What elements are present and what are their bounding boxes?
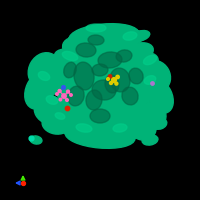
Ellipse shape — [129, 68, 143, 84]
Point — [66, 90, 70, 93]
Point — [112, 78, 116, 82]
Point — [69, 93, 73, 97]
Ellipse shape — [130, 53, 158, 75]
Ellipse shape — [141, 60, 171, 92]
Ellipse shape — [76, 29, 104, 39]
Ellipse shape — [50, 59, 70, 69]
Ellipse shape — [120, 119, 140, 129]
Point — [58, 89, 61, 93]
Ellipse shape — [25, 71, 55, 109]
Ellipse shape — [69, 24, 139, 48]
Ellipse shape — [96, 123, 124, 133]
Ellipse shape — [50, 46, 130, 106]
Point — [55, 92, 59, 96]
Ellipse shape — [63, 37, 97, 63]
Point — [106, 77, 110, 81]
Ellipse shape — [90, 109, 110, 123]
Point — [150, 81, 154, 85]
Point — [62, 94, 66, 98]
Ellipse shape — [64, 62, 76, 78]
Ellipse shape — [130, 31, 150, 41]
Ellipse shape — [55, 109, 85, 131]
Ellipse shape — [68, 58, 152, 122]
Ellipse shape — [55, 113, 65, 119]
Ellipse shape — [38, 72, 50, 80]
Ellipse shape — [52, 69, 88, 91]
Ellipse shape — [46, 96, 58, 104]
Ellipse shape — [138, 102, 166, 130]
Ellipse shape — [110, 68, 130, 92]
Ellipse shape — [147, 79, 173, 113]
Ellipse shape — [37, 74, 51, 86]
Ellipse shape — [76, 43, 96, 57]
Point — [59, 98, 62, 101]
Ellipse shape — [122, 87, 138, 105]
Ellipse shape — [68, 119, 92, 129]
Point — [65, 106, 69, 110]
Ellipse shape — [119, 43, 153, 65]
Ellipse shape — [129, 77, 151, 91]
Ellipse shape — [86, 24, 106, 32]
Ellipse shape — [49, 83, 71, 97]
Ellipse shape — [105, 30, 143, 50]
Ellipse shape — [102, 42, 138, 58]
Ellipse shape — [74, 62, 94, 90]
Point — [29, 136, 33, 140]
Ellipse shape — [143, 55, 157, 65]
Ellipse shape — [42, 114, 70, 134]
Ellipse shape — [68, 33, 124, 55]
Ellipse shape — [65, 124, 135, 148]
Point — [65, 98, 69, 102]
Ellipse shape — [30, 136, 42, 144]
Ellipse shape — [123, 32, 137, 40]
Ellipse shape — [129, 93, 151, 107]
Ellipse shape — [121, 110, 151, 130]
Point — [21, 181, 25, 185]
Ellipse shape — [55, 49, 145, 119]
Ellipse shape — [113, 124, 127, 132]
Ellipse shape — [109, 59, 151, 81]
Ellipse shape — [48, 98, 64, 110]
Ellipse shape — [55, 49, 97, 71]
Ellipse shape — [92, 64, 108, 76]
Ellipse shape — [95, 101, 137, 119]
Ellipse shape — [153, 119, 167, 129]
Point — [61, 85, 65, 89]
Ellipse shape — [92, 80, 116, 100]
Ellipse shape — [105, 75, 119, 93]
Ellipse shape — [76, 124, 92, 132]
Point — [108, 75, 112, 78]
Point — [116, 75, 119, 79]
Ellipse shape — [48, 69, 72, 83]
Ellipse shape — [34, 96, 66, 124]
Ellipse shape — [62, 51, 78, 61]
Ellipse shape — [68, 86, 84, 106]
Ellipse shape — [116, 50, 132, 62]
Ellipse shape — [142, 135, 158, 145]
Point — [109, 81, 113, 85]
Ellipse shape — [104, 25, 128, 35]
Ellipse shape — [126, 108, 146, 120]
Ellipse shape — [86, 90, 102, 110]
Ellipse shape — [62, 72, 138, 128]
Ellipse shape — [80, 44, 140, 68]
Ellipse shape — [64, 52, 104, 68]
Ellipse shape — [144, 76, 156, 84]
Ellipse shape — [88, 35, 104, 45]
Ellipse shape — [28, 53, 60, 87]
Ellipse shape — [61, 119, 99, 141]
Ellipse shape — [132, 120, 156, 140]
Ellipse shape — [98, 52, 122, 68]
Ellipse shape — [106, 122, 142, 142]
Ellipse shape — [66, 95, 114, 113]
Point — [115, 82, 118, 85]
